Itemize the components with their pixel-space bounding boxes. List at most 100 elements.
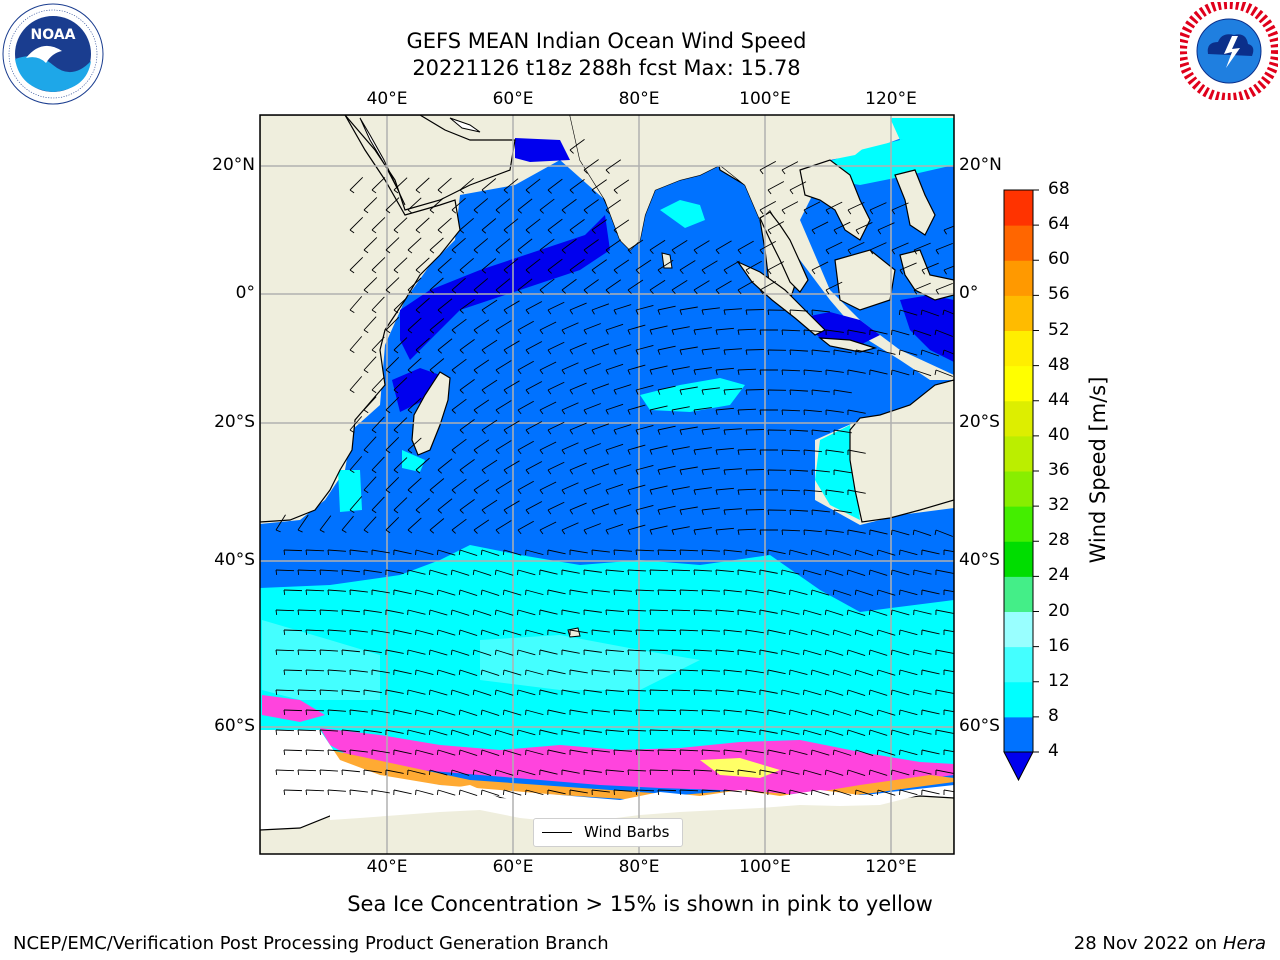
top-lon-tick: 60°E — [492, 89, 534, 109]
wind-barb — [781, 729, 800, 735]
wind-barb — [539, 689, 558, 695]
wind-barb-flag — [759, 169, 764, 175]
wind-barb — [407, 357, 422, 371]
wind-barb — [803, 201, 821, 211]
wind-barb — [877, 589, 896, 596]
wind-barb — [569, 462, 587, 471]
wind-barb-flag — [913, 249, 918, 255]
wind-barb-flag — [605, 529, 609, 535]
wind-barb — [539, 198, 555, 211]
wind-barb — [415, 669, 434, 676]
wind-barb — [781, 329, 801, 332]
wind-barb — [847, 649, 866, 656]
wind-barb — [451, 689, 470, 696]
wind-barb — [715, 447, 734, 451]
wind-barb — [649, 485, 668, 491]
wind-barb-flag — [810, 789, 813, 796]
wind-barb — [591, 343, 610, 351]
wind-barb-flag — [868, 689, 871, 696]
wind-barb — [913, 689, 932, 695]
colorbar — [1003, 189, 1039, 782]
wind-barb — [855, 629, 874, 636]
wind-barb — [547, 501, 565, 511]
wind-barb-flag — [539, 449, 544, 455]
wind-barb-flag — [759, 409, 762, 416]
wind-barb — [605, 569, 624, 573]
wind-barb — [503, 340, 520, 351]
sea-ice-orange — [330, 750, 954, 805]
wind-barb-flag — [759, 369, 762, 376]
wind-barb — [481, 339, 498, 351]
wind-barb — [693, 280, 710, 291]
wind-barb — [781, 201, 799, 211]
wind-barb — [371, 376, 385, 391]
wind-barb-flag — [693, 289, 698, 295]
wind-barb-flag — [679, 469, 683, 475]
wind-barb-flag — [459, 189, 465, 194]
wind-barb — [847, 569, 866, 576]
wind-barb — [407, 569, 426, 575]
wind-barb — [759, 240, 777, 251]
chart-subtitle: 20221126 t18z 288h fcst Max: 15.78 — [412, 56, 801, 80]
wind-barb-flag — [737, 369, 740, 375]
wind-barb — [349, 629, 368, 633]
wind-barb-flag — [415, 469, 421, 474]
wind-barb — [517, 400, 534, 411]
wind-barb — [525, 629, 544, 636]
wind-barb — [613, 259, 630, 271]
red-sea — [359, 117, 406, 206]
wind-barb — [921, 669, 940, 675]
wind-barb — [869, 242, 887, 251]
wind-barb — [591, 549, 610, 553]
wind-barb-flag — [349, 469, 355, 473]
wind-barb — [371, 709, 390, 714]
wind-barb-flag — [891, 529, 893, 536]
wind-barb-flag — [723, 309, 726, 315]
wind-barb — [459, 789, 478, 796]
wind-barb — [723, 508, 742, 511]
wind-barb — [737, 408, 757, 411]
wind-barb-flag — [935, 249, 939, 255]
wind-barb — [503, 218, 519, 231]
wind-barb-flag — [437, 189, 443, 194]
wind-barb-flag — [891, 329, 893, 336]
wind-barb-flag — [275, 529, 281, 533]
wind-barb — [561, 278, 577, 291]
left-lat-tick: 60°S — [214, 716, 255, 736]
wind-barb — [539, 481, 557, 491]
wind-barb-flag — [450, 689, 453, 696]
wind-barb-flag — [868, 569, 871, 576]
colorbar-segment — [1004, 506, 1033, 542]
wind-barb — [759, 609, 778, 614]
wind-barb — [349, 176, 364, 191]
wind-barb-flag — [429, 329, 435, 334]
wind-barb-flag — [657, 749, 660, 756]
wind-barb-flag — [517, 449, 522, 455]
wind-barb-flag — [458, 669, 461, 676]
wind-barb — [407, 197, 422, 211]
wind-barb — [723, 709, 742, 713]
wind-barb-flag — [891, 209, 896, 215]
wind-barb-flag — [613, 389, 617, 395]
wind-barb — [679, 549, 699, 552]
wind-barb-flag — [657, 309, 661, 315]
wind-barb — [649, 405, 668, 411]
wind-barb — [767, 261, 785, 271]
wind-barb-flag — [305, 709, 308, 716]
wind-barb — [649, 365, 668, 371]
wind-barb-flag — [459, 269, 465, 274]
wind-barb-flag — [869, 249, 874, 255]
wind-barb-flag — [495, 289, 501, 294]
wind-barb-flag — [934, 369, 937, 375]
wind-barb — [305, 549, 325, 552]
wind-barb — [393, 457, 408, 471]
wind-barb — [737, 280, 754, 291]
wind-barb — [671, 609, 691, 612]
wind-barb-flag — [781, 449, 784, 456]
wind-barb — [921, 589, 940, 595]
wind-barb-flag — [671, 289, 676, 295]
wind-barb-flag — [495, 369, 500, 375]
wind-barb — [583, 199, 599, 211]
wind-barb — [327, 709, 346, 712]
wind-barb — [737, 649, 756, 653]
